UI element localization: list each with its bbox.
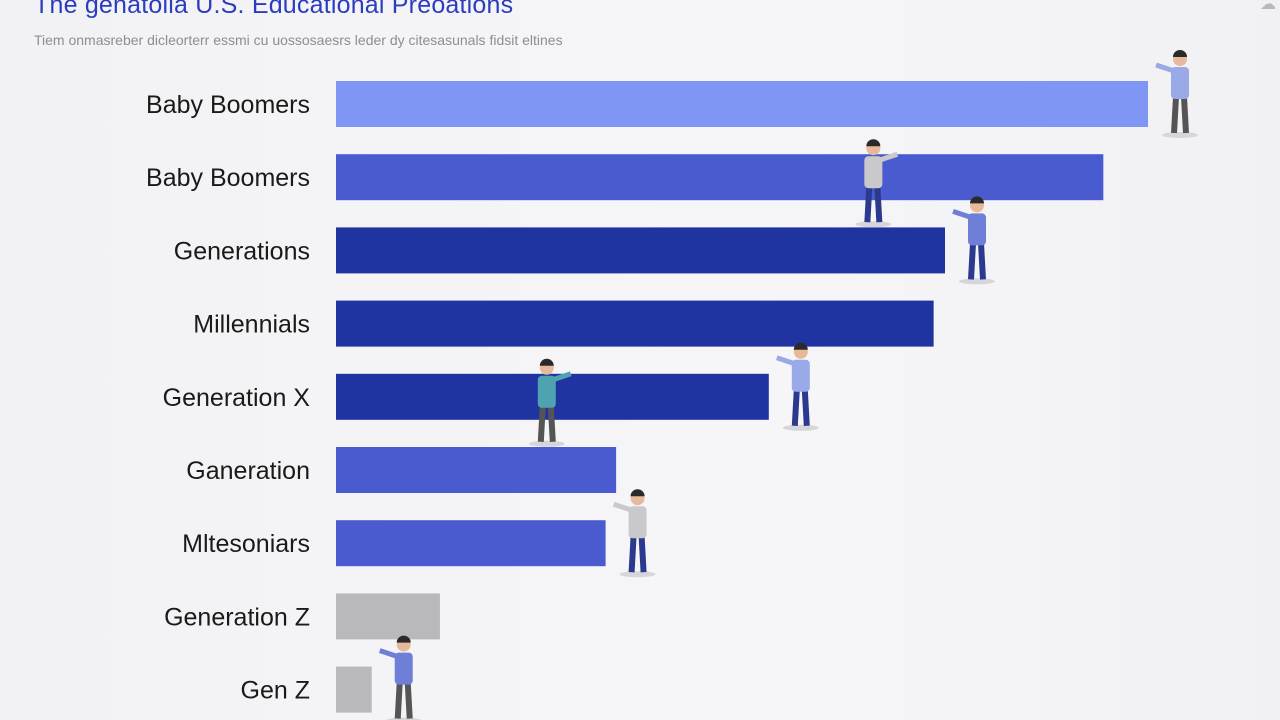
- figure-part: [968, 243, 976, 280]
- bar-8: [336, 666, 372, 713]
- figure-part: [970, 196, 984, 204]
- bar-5: [336, 447, 617, 493]
- figure-part: [630, 489, 645, 497]
- figure-part: [378, 648, 405, 661]
- category-label-7: Generation Z: [164, 603, 310, 631]
- cloud-icon: ☁: [1260, 0, 1276, 13]
- figure-part: [628, 536, 637, 573]
- presenter-figure-2: [855, 139, 899, 228]
- figure-part: [791, 359, 810, 392]
- category-labels: Baby Boomers Baby Boomers Generations Mille…: [146, 91, 310, 705]
- figure-part: [791, 389, 800, 426]
- category-label-4: Generation X: [163, 384, 311, 412]
- figure-part: [394, 682, 403, 719]
- presenter-figure-5: [776, 342, 819, 431]
- figure-part: [1155, 62, 1181, 76]
- category-label-2: Generations: [174, 237, 310, 265]
- illustration-figures: [378, 50, 1198, 720]
- figure-part: [793, 342, 808, 350]
- figure-part: [776, 355, 802, 369]
- figure-part: [1181, 96, 1189, 134]
- figure-part: [968, 213, 986, 246]
- figure-part: [619, 571, 656, 578]
- figure-part: [866, 139, 881, 147]
- category-label-3: Millennials: [193, 311, 310, 339]
- figure-part: [394, 652, 413, 685]
- figure-part: [612, 501, 639, 515]
- figure-part: [404, 682, 413, 719]
- presenter-figure-4: [528, 358, 572, 447]
- figure-part: [628, 506, 647, 539]
- chart-title: The genatoila U.S. Educational Preoation…: [34, 0, 514, 19]
- figure-part: [874, 186, 883, 223]
- category-label-5: Ganeration: [186, 457, 310, 485]
- bar-0: [336, 81, 1148, 127]
- bar-6: [336, 520, 606, 567]
- category-label-8: Gen Z: [241, 677, 310, 705]
- figure-part: [537, 405, 546, 442]
- presenter-figure-6: [612, 489, 656, 578]
- category-label-0: Baby Boomers: [146, 91, 310, 119]
- figure-part: [528, 440, 565, 447]
- figure-part: [952, 209, 978, 222]
- figure-part: [855, 221, 892, 228]
- figure-part: [872, 151, 899, 165]
- chart-subtitle: Tiem onmasreber dicleorterr essmi cu uos…: [34, 32, 563, 48]
- bar-7: [336, 593, 440, 640]
- figure-part: [396, 635, 411, 643]
- presenter-figure-7: [378, 635, 422, 720]
- figure-part: [864, 156, 883, 189]
- figure-part: [638, 536, 647, 573]
- figure-part: [1171, 96, 1179, 134]
- figure-part: [1162, 132, 1198, 138]
- bar-3: [336, 300, 934, 347]
- figure-part: [864, 186, 873, 223]
- presenter-figure-1: [1155, 50, 1198, 138]
- figure-part: [539, 358, 554, 366]
- figure-part: [978, 243, 986, 280]
- category-label-6: Mltesoniars: [182, 530, 310, 558]
- bars-layer: [336, 81, 1148, 713]
- category-label-1: Baby Boomers: [146, 164, 310, 192]
- figure-part: [1171, 67, 1189, 99]
- bar-2: [336, 227, 945, 274]
- figure-part: [547, 405, 556, 442]
- bar-1: [336, 154, 1104, 201]
- figure-part: [782, 424, 819, 431]
- figure-part: [546, 371, 572, 385]
- presenter-figure-3: [952, 196, 995, 285]
- figure-part: [801, 389, 810, 426]
- figure-part: [1173, 50, 1187, 57]
- figure-part: [537, 375, 556, 408]
- figure-part: [959, 278, 995, 285]
